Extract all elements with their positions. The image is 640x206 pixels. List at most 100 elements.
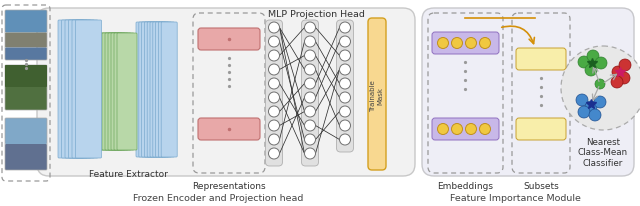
FancyBboxPatch shape [432, 118, 499, 140]
FancyBboxPatch shape [68, 20, 95, 158]
Circle shape [479, 124, 490, 135]
FancyBboxPatch shape [61, 20, 88, 158]
Circle shape [465, 37, 477, 48]
FancyBboxPatch shape [516, 118, 566, 140]
Circle shape [269, 92, 280, 103]
FancyBboxPatch shape [58, 20, 84, 158]
Circle shape [339, 22, 351, 33]
FancyBboxPatch shape [99, 33, 119, 150]
FancyBboxPatch shape [198, 28, 260, 50]
FancyBboxPatch shape [5, 33, 47, 48]
Circle shape [619, 59, 631, 71]
Circle shape [576, 94, 588, 106]
FancyBboxPatch shape [150, 22, 166, 157]
Circle shape [339, 50, 351, 61]
FancyBboxPatch shape [301, 20, 319, 166]
Circle shape [589, 109, 601, 121]
Text: Feature Extractor: Feature Extractor [88, 170, 168, 179]
Circle shape [305, 78, 316, 89]
Circle shape [339, 64, 351, 75]
FancyBboxPatch shape [139, 22, 155, 157]
Circle shape [305, 64, 316, 75]
FancyBboxPatch shape [111, 33, 131, 150]
Text: MLP Projection Head: MLP Projection Head [268, 10, 364, 19]
Circle shape [269, 120, 280, 131]
Circle shape [305, 22, 316, 33]
FancyBboxPatch shape [5, 118, 47, 144]
Circle shape [339, 120, 351, 131]
FancyBboxPatch shape [37, 8, 415, 176]
FancyBboxPatch shape [5, 65, 47, 87]
FancyBboxPatch shape [141, 22, 157, 157]
Circle shape [451, 37, 463, 48]
Circle shape [269, 64, 280, 75]
Text: Embeddings: Embeddings [437, 182, 493, 191]
Circle shape [339, 134, 351, 145]
FancyBboxPatch shape [65, 20, 91, 158]
Circle shape [479, 37, 490, 48]
FancyBboxPatch shape [159, 22, 174, 157]
Circle shape [339, 106, 351, 117]
Circle shape [269, 78, 280, 89]
Circle shape [305, 106, 316, 117]
FancyBboxPatch shape [266, 20, 282, 166]
Circle shape [339, 36, 351, 47]
Circle shape [269, 106, 280, 117]
Circle shape [305, 36, 316, 47]
FancyBboxPatch shape [5, 48, 47, 60]
FancyBboxPatch shape [161, 22, 177, 157]
Circle shape [561, 46, 640, 130]
Circle shape [269, 148, 280, 159]
Text: Representations: Representations [192, 182, 266, 191]
FancyBboxPatch shape [96, 33, 116, 150]
Circle shape [611, 76, 623, 88]
Text: Trainable
Mask: Trainable Mask [371, 80, 383, 112]
Circle shape [269, 134, 280, 145]
Circle shape [595, 57, 607, 69]
Circle shape [578, 56, 590, 68]
Circle shape [305, 134, 316, 145]
Circle shape [339, 78, 351, 89]
Circle shape [594, 96, 606, 108]
FancyBboxPatch shape [147, 22, 163, 157]
FancyBboxPatch shape [516, 48, 566, 70]
Text: Frozen Encoder and Projection head: Frozen Encoder and Projection head [133, 194, 303, 203]
Circle shape [305, 92, 316, 103]
FancyBboxPatch shape [337, 20, 353, 152]
Circle shape [305, 120, 316, 131]
FancyBboxPatch shape [114, 33, 134, 150]
FancyBboxPatch shape [422, 8, 634, 176]
Circle shape [595, 79, 605, 89]
Circle shape [305, 50, 316, 61]
FancyBboxPatch shape [117, 33, 137, 150]
Circle shape [587, 50, 599, 62]
Circle shape [438, 37, 449, 48]
FancyBboxPatch shape [5, 10, 47, 33]
FancyBboxPatch shape [156, 22, 172, 157]
Circle shape [339, 92, 351, 103]
Text: Subsets: Subsets [523, 182, 559, 191]
Circle shape [438, 124, 449, 135]
Circle shape [618, 72, 630, 84]
FancyBboxPatch shape [432, 32, 499, 54]
FancyBboxPatch shape [102, 33, 122, 150]
FancyBboxPatch shape [198, 118, 260, 140]
FancyBboxPatch shape [72, 20, 98, 158]
Circle shape [585, 64, 597, 76]
Circle shape [451, 124, 463, 135]
FancyBboxPatch shape [136, 22, 152, 157]
Circle shape [269, 22, 280, 33]
FancyBboxPatch shape [368, 18, 386, 170]
Circle shape [585, 101, 597, 113]
FancyBboxPatch shape [5, 144, 47, 170]
Text: Nearest
Class-Mean
Classifier: Nearest Class-Mean Classifier [578, 138, 628, 168]
Circle shape [269, 36, 280, 47]
FancyBboxPatch shape [108, 33, 128, 150]
Circle shape [612, 66, 624, 78]
Circle shape [465, 124, 477, 135]
FancyBboxPatch shape [105, 33, 125, 150]
Circle shape [269, 50, 280, 61]
FancyBboxPatch shape [153, 22, 169, 157]
Circle shape [305, 148, 316, 159]
Circle shape [578, 106, 590, 118]
